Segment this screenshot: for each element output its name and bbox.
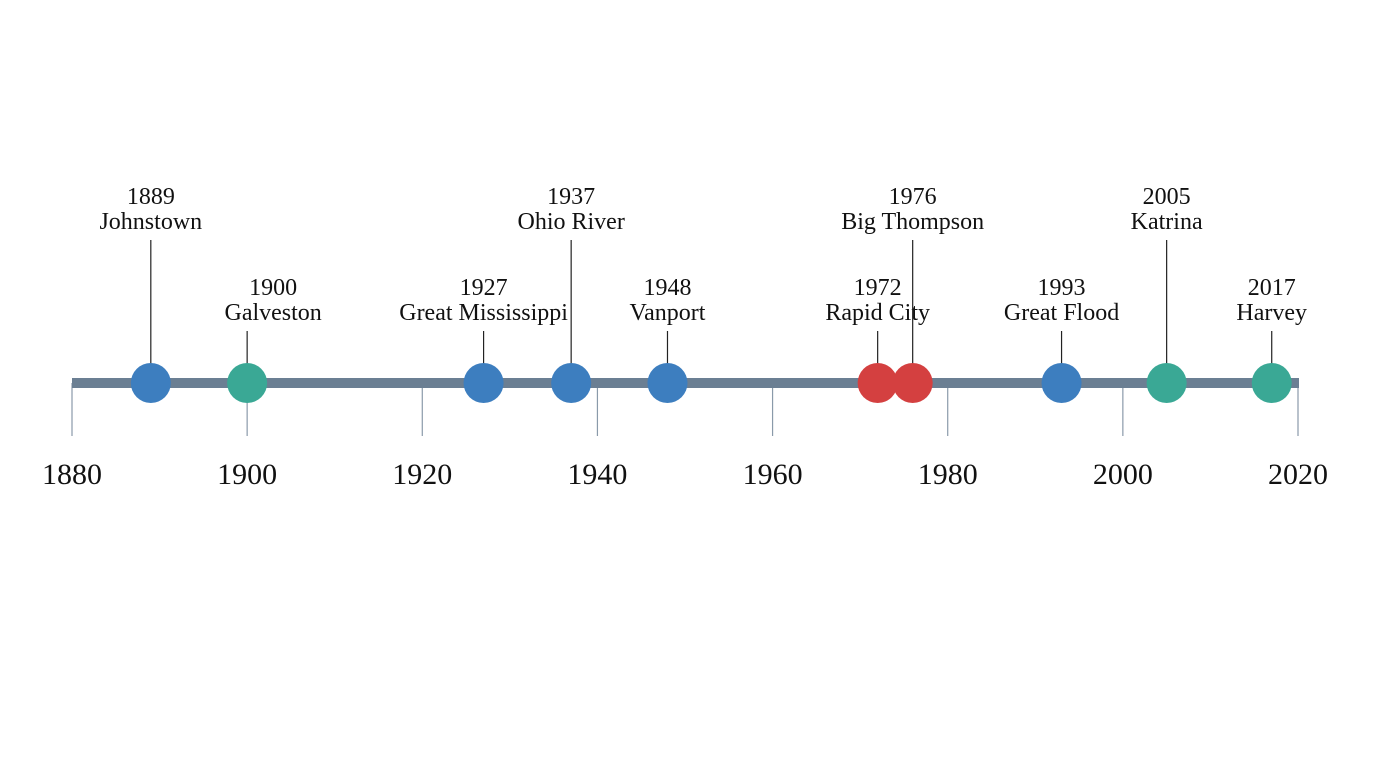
tick-label-1960: 1960 <box>743 458 803 491</box>
event-marker[interactable] <box>892 363 933 403</box>
event-name: Vanport <box>629 300 705 326</box>
event-marker[interactable] <box>857 363 898 403</box>
event-marker[interactable] <box>463 363 504 403</box>
event-name: Big Thompson <box>841 209 984 235</box>
event-year: 1889 <box>127 184 175 210</box>
axis-ticks: 1880 1900 1920 1940 1960 1980 2000 2020 <box>42 383 1328 491</box>
tick-label-1880: 1880 <box>42 458 102 491</box>
event-year: 1937 <box>547 184 595 210</box>
event-name: Harvey <box>1236 300 1307 326</box>
event-year: 1900 <box>249 275 297 301</box>
event-year: 1972 <box>854 275 902 301</box>
event-year: 1976 <box>889 184 937 210</box>
tick-label-1980: 1980 <box>918 458 978 491</box>
event-year: 1927 <box>460 275 508 301</box>
event-name: Rapid City <box>825 300 930 326</box>
event-name: Great Mississippi <box>399 300 568 326</box>
event-marker[interactable] <box>130 363 171 403</box>
event-name: Johnstown <box>99 209 202 235</box>
event-name: Katrina <box>1131 209 1203 235</box>
tick-label-2000: 2000 <box>1093 458 1153 491</box>
tick-label-1920: 1920 <box>392 458 452 491</box>
event-year: 1948 <box>643 275 691 301</box>
tick-label-1900: 1900 <box>217 458 277 491</box>
event-marker[interactable] <box>227 363 268 403</box>
event-name: Great Flood <box>1004 300 1119 326</box>
event-marker[interactable] <box>1041 363 1082 403</box>
event-year: 2017 <box>1248 275 1296 301</box>
event-marker[interactable] <box>1251 363 1292 403</box>
event-year: 2005 <box>1143 184 1191 210</box>
tick-label-1940: 1940 <box>567 458 627 491</box>
event-name: Ohio River <box>517 209 624 235</box>
event-marker[interactable] <box>1146 363 1187 403</box>
event-marker[interactable] <box>647 363 688 403</box>
event-year: 1993 <box>1038 275 1086 301</box>
event-name: Galveston <box>224 300 321 326</box>
event-marker[interactable] <box>551 363 592 403</box>
tick-label-2020: 2020 <box>1268 458 1328 491</box>
